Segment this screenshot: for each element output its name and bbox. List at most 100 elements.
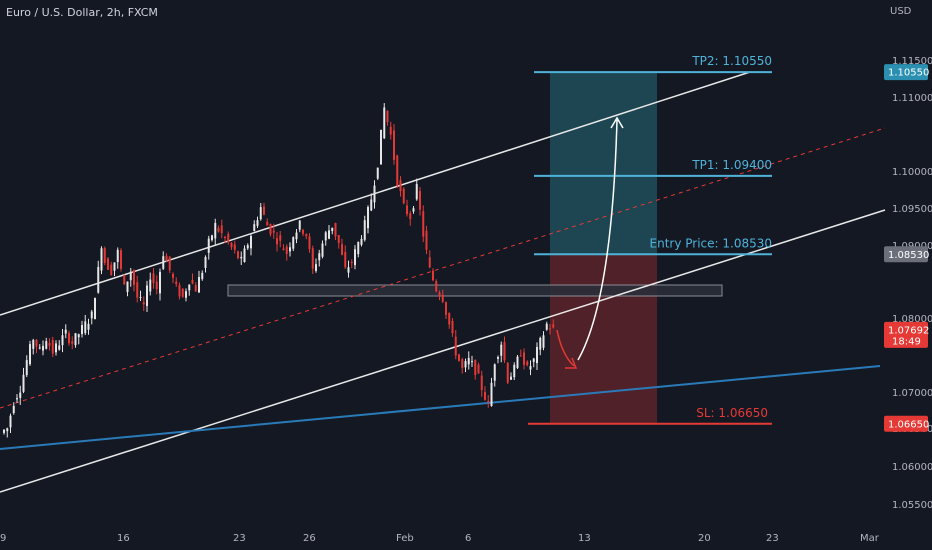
candle-body [64,329,67,334]
currency-label: USD [890,6,912,17]
candle-body [214,222,217,239]
y-tick-label: 1.07000 [892,388,932,399]
y-tick-label: 1.08000 [892,314,932,325]
candle-body [334,222,337,237]
candle-body [363,220,366,240]
candle-body [107,258,109,270]
candle-body [220,225,223,234]
candle-body [341,244,343,255]
candle-body [194,285,197,292]
candle-body [458,354,460,361]
candle-body [32,339,35,349]
candle-body [269,224,272,235]
candle-body [146,285,148,307]
candle-body [500,344,503,356]
candle-body [292,237,295,249]
candle-body [529,366,532,370]
candle-body [19,392,22,398]
candle-body [168,256,171,271]
candle-body [399,180,402,192]
candle-body [253,224,256,232]
candle-body [152,273,155,283]
candle-body [230,242,233,248]
candle-body [532,358,535,362]
y-tick-label: 1.10000 [892,167,932,178]
projection-arrowhead-up [610,116,624,129]
candle-body [181,288,184,297]
candle-body [519,355,522,357]
candle-body [389,126,392,135]
candle-body [552,324,555,328]
candle-body [240,256,243,259]
candle-body [298,220,301,230]
candle-body [370,199,373,211]
x-tick-label: 16 [117,533,130,544]
candle-body [29,344,31,365]
candle-body [474,359,477,376]
candle-body [207,238,210,253]
candle-body [354,249,356,266]
candle-body [113,262,116,271]
y-tick-label: 1.06000 [892,462,932,473]
candle-body [412,208,415,212]
candle-body [432,270,434,281]
candle-body [516,356,519,368]
candle-body [454,336,457,356]
candle-body [360,238,363,245]
candle-body [347,267,350,273]
candle-body [422,211,425,237]
y-tick-label: 1.11500 [892,56,932,67]
candle-body [321,243,324,257]
y-tick-label: 1.11000 [892,93,932,104]
candle-body [276,238,278,245]
candle-body [357,242,360,255]
candle-body [506,362,509,383]
candle-body [402,188,405,204]
candle-body [48,343,51,346]
candle-body [246,245,249,249]
stop-loss-label: SL: 1.06650 [696,406,768,420]
candle-body [42,345,44,351]
candle-body [126,281,129,292]
candle-body [9,415,12,428]
candle-body [263,206,265,215]
candle-body [536,346,538,364]
candle-body [94,298,96,320]
candle-body [484,392,486,400]
candle-body [467,357,470,365]
candle-body [250,236,252,249]
candle-body [497,357,499,359]
channel-lower-line [0,209,886,493]
candle-body [6,428,9,432]
candle-body [139,296,142,298]
candle-body [110,264,113,275]
candle-body [435,281,438,292]
candle-body [380,129,382,165]
candle-body [185,291,187,298]
candle-body [441,294,444,302]
candle-body [328,230,330,239]
candle-body [461,359,464,368]
candle-body [172,273,174,278]
take-profit-zone [550,72,657,255]
tp2-price-tag [884,64,928,81]
candle-body [129,271,132,281]
trendline [0,365,881,450]
candle-body [259,207,262,220]
candle-body [464,361,467,368]
candle-body [61,335,64,346]
candle-body [227,233,230,243]
candle-body [84,321,87,334]
candle-body [100,248,103,271]
x-tick-label: 23 [766,533,779,544]
candle-body [51,339,54,354]
candle-body [90,311,93,319]
candle-body [272,230,275,233]
candle-body [3,429,5,433]
candle-body [103,248,106,264]
candle-body [445,302,447,315]
candle-body [97,266,100,293]
candle-body [16,398,18,400]
candle-body [142,302,145,305]
